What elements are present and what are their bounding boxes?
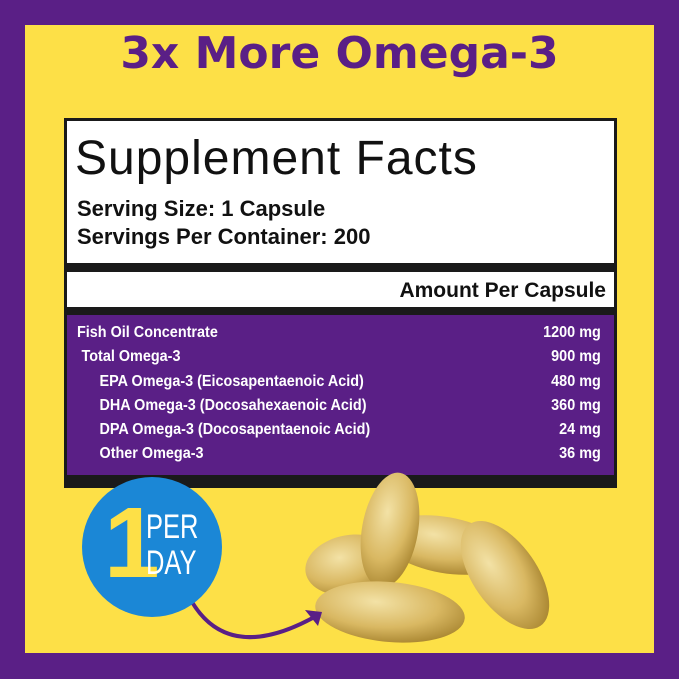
nutrient-name: Total Omega-3 <box>81 348 181 366</box>
table-row: DHA Omega-3 (Docosahexaenoic Acid) 360 mg <box>77 394 601 418</box>
badge-line2: DAY <box>146 544 197 582</box>
nutrient-name: DHA Omega-3 (Docosahexaenoic Acid) <box>99 396 367 414</box>
badge-line1: PER <box>146 508 199 546</box>
servings-per-container: Servings Per Container: 200 <box>77 224 371 249</box>
label-title: Supplement Facts <box>75 132 478 185</box>
nutrient-amount: 480 mg <box>551 372 601 390</box>
badge-text: PER DAY <box>146 509 198 581</box>
nutrient-name: Fish Oil Concentrate <box>77 324 218 341</box>
one-per-day-badge: 1 PER DAY <box>82 477 222 617</box>
arrow <box>190 600 319 640</box>
nutrient-name: EPA Omega-3 (Eicosapentaenoic Acid) <box>99 372 364 390</box>
amount-header: Amount Per Capsule <box>399 279 606 302</box>
table-row: Other Omega-3 36 mg <box>77 442 601 466</box>
table-row: DPA Omega-3 (Docosapentaenoic Acid) 24 mg <box>77 418 601 442</box>
divider <box>67 263 614 272</box>
serving-size: Serving Size: 1 Capsule <box>77 196 326 221</box>
table-row: EPA Omega-3 (Eicosapentaenoic Acid) 480 m… <box>77 370 601 394</box>
table-row: Fish Oil Concentrate 1200 mg <box>77 321 601 345</box>
divider <box>67 475 614 488</box>
headline: 3x More Omega-3 <box>120 28 559 79</box>
nutrient-name: Other Omega-3 <box>99 445 204 463</box>
nutrient-name: DPA Omega-3 (Docosapentaenoic Acid) <box>99 421 371 439</box>
supplement-facts-label: Supplement Facts Serving Size: 1 Capsule… <box>64 118 617 488</box>
arrow-head-icon <box>305 610 322 626</box>
capsule <box>360 472 420 588</box>
nutrient-amount: 360 mg <box>551 396 601 414</box>
nutrient-amount: 36 mg <box>559 445 601 463</box>
divider <box>67 307 614 315</box>
capsule <box>460 520 550 630</box>
capsule <box>315 581 465 643</box>
badge-number: 1 <box>104 487 160 599</box>
nutrient-amount: 24 mg <box>559 421 601 439</box>
table-row: Total Omega-3 900 mg <box>77 345 601 369</box>
nutrient-amount: 900 mg <box>551 348 601 366</box>
nutrient-table: Fish Oil Concentrate 1200 mg Total Omega-… <box>67 315 614 475</box>
nutrient-amount: 1200 mg <box>543 324 601 341</box>
